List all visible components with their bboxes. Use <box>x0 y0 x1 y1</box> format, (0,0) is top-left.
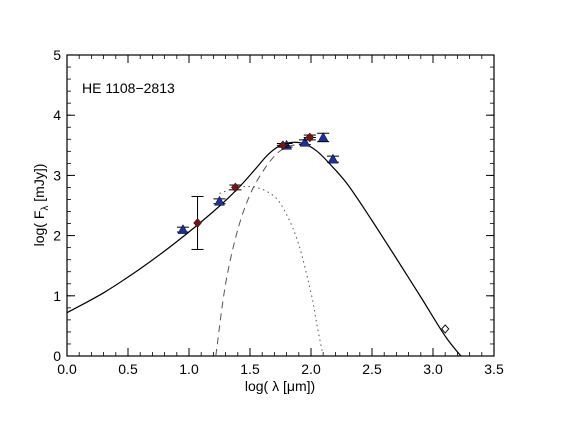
y-tick-label: 5 <box>53 47 61 63</box>
open-diamond-point <box>441 324 450 334</box>
diamond-point <box>305 132 315 143</box>
model-curves <box>67 141 462 356</box>
stellar-component-curve <box>219 185 324 356</box>
triangle-point <box>177 224 189 234</box>
object-annotation: HE 1108−2813 <box>82 80 175 96</box>
dust-component-curve <box>215 143 305 356</box>
x-tick-label: 1.0 <box>179 361 199 377</box>
y-tick-label: 0 <box>53 348 61 364</box>
diamond-point <box>193 218 202 228</box>
triangle-point <box>299 136 311 147</box>
y-tick-label: 3 <box>53 167 61 183</box>
y-tick-label: 1 <box>53 288 61 304</box>
axis-ticks: 0.0 0.5 1.0 1.5 2.0 2.5 3.0 3.5 0 1 2 3 4 5 <box>53 47 504 377</box>
x-tick-label: 2.0 <box>301 361 321 377</box>
triangle-point <box>214 195 225 206</box>
triangle-point <box>327 153 339 164</box>
x-tick-label: 2.5 <box>362 361 382 377</box>
x-axis-title: log( λ [μm]) <box>245 378 315 394</box>
diamond-point <box>231 182 240 193</box>
x-tick-label: 0.5 <box>118 361 138 377</box>
y-tick-label: 2 <box>53 228 61 244</box>
diamond-point <box>278 140 288 151</box>
x-tick-label: 3.0 <box>423 361 443 377</box>
triangle-point <box>317 131 329 142</box>
x-tick-label: 1.5 <box>240 361 260 377</box>
data-points <box>176 131 450 334</box>
y-axis-title: log( Fλ [mJy]) <box>31 164 51 247</box>
x-tick-label: 0.0 <box>57 361 77 377</box>
total-model-curve <box>67 141 462 356</box>
plot-frame <box>66 54 495 357</box>
y-tick-label: 4 <box>53 107 61 123</box>
x-tick-label: 3.5 <box>484 361 504 377</box>
